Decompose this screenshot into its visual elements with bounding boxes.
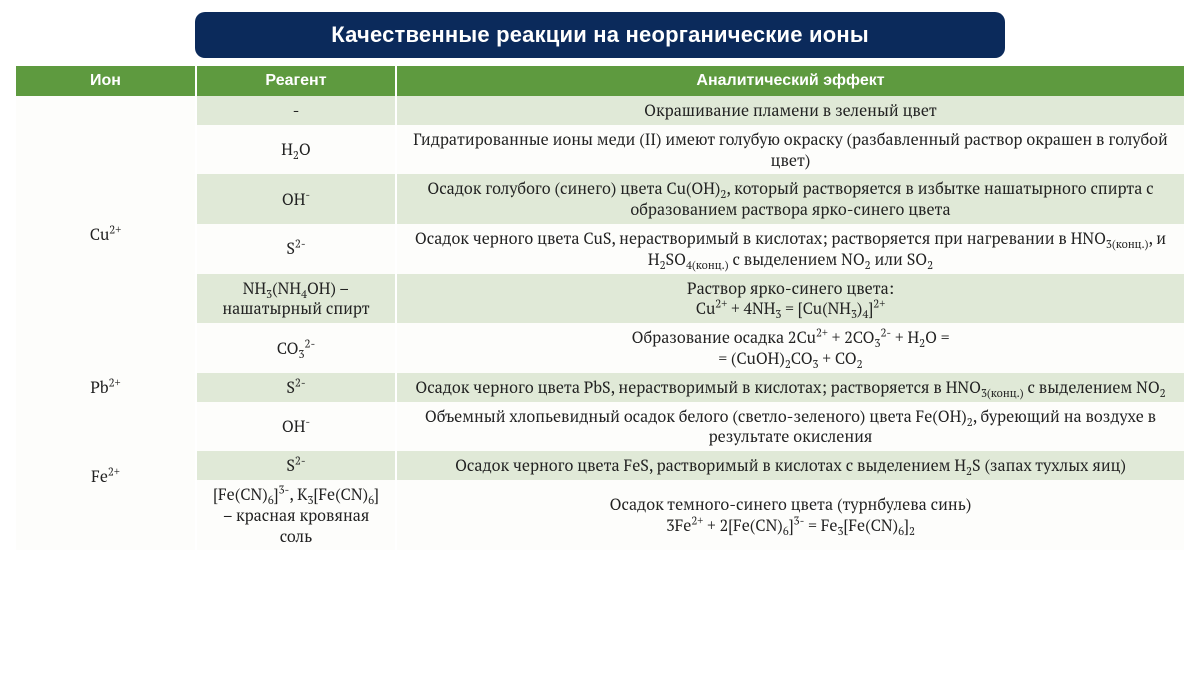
cell-ion: Cu2+ bbox=[16, 96, 196, 373]
page-title: Качественные реакции на неорганические и… bbox=[195, 12, 1005, 58]
cell-reagent: S2- bbox=[196, 451, 396, 480]
cell-effect: Осадок темного-синего цвета (турнбулева … bbox=[396, 480, 1184, 550]
cell-reagent: OH- bbox=[196, 402, 396, 452]
cell-reagent: NH3(NH4OH) – нашатырный спирт bbox=[196, 274, 396, 324]
table-row: Pb2+S2-Осадок черного цвета PbS, нераств… bbox=[16, 373, 1184, 402]
cell-reagent: H2O bbox=[196, 125, 396, 175]
cell-effect: Осадок голубого (синего) цвета Cu(OH)2, … bbox=[396, 174, 1184, 224]
col-header-ion: Ион bbox=[16, 66, 196, 96]
cell-reagent: [Fe(CN)6]3-, K3[Fe(CN)6] – красная кровя… bbox=[196, 480, 396, 550]
cell-effect: Осадок черного цвета CuS, нерастворимый … bbox=[396, 224, 1184, 274]
table-header: Ион Реагент Аналитический эффект bbox=[16, 66, 1184, 96]
cell-reagent: - bbox=[196, 96, 396, 125]
cell-effect: Раствор ярко-синего цвета:Cu2+ + 4NH3 = … bbox=[396, 274, 1184, 324]
cell-ion: Pb2+ bbox=[16, 373, 196, 402]
cell-reagent: OH- bbox=[196, 174, 396, 224]
table-body: Cu2+-Окрашивание пламени в зеленый цветH… bbox=[16, 96, 1184, 550]
table-row: Fe2+OH-Объемный хлопьевидный осадок бело… bbox=[16, 402, 1184, 452]
col-header-effect: Аналитический эффект bbox=[396, 66, 1184, 96]
page: Качественные реакции на неорганические и… bbox=[0, 0, 1200, 675]
cell-effect: Осадок черного цвета FeS, растворимый в … bbox=[396, 451, 1184, 480]
cell-effect: Объемный хлопьевидный осадок белого (све… bbox=[396, 402, 1184, 452]
reactions-table: Ион Реагент Аналитический эффект Cu2+-Ок… bbox=[16, 66, 1184, 550]
cell-effect: Образование осадка 2Cu2+ + 2CO32- + H2O … bbox=[396, 323, 1184, 373]
table-row: Cu2+-Окрашивание пламени в зеленый цвет bbox=[16, 96, 1184, 125]
cell-ion: Fe2+ bbox=[16, 402, 196, 551]
cell-effect: Окрашивание пламени в зеленый цвет bbox=[396, 96, 1184, 125]
cell-reagent: S2- bbox=[196, 224, 396, 274]
cell-effect: Гидратированные ионы меди (II) имеют гол… bbox=[396, 125, 1184, 175]
cell-reagent: S2- bbox=[196, 373, 396, 402]
col-header-reagent: Реагент bbox=[196, 66, 396, 96]
cell-reagent: CO32- bbox=[196, 323, 396, 373]
cell-effect: Осадок черного цвета PbS, нерастворимый … bbox=[396, 373, 1184, 402]
